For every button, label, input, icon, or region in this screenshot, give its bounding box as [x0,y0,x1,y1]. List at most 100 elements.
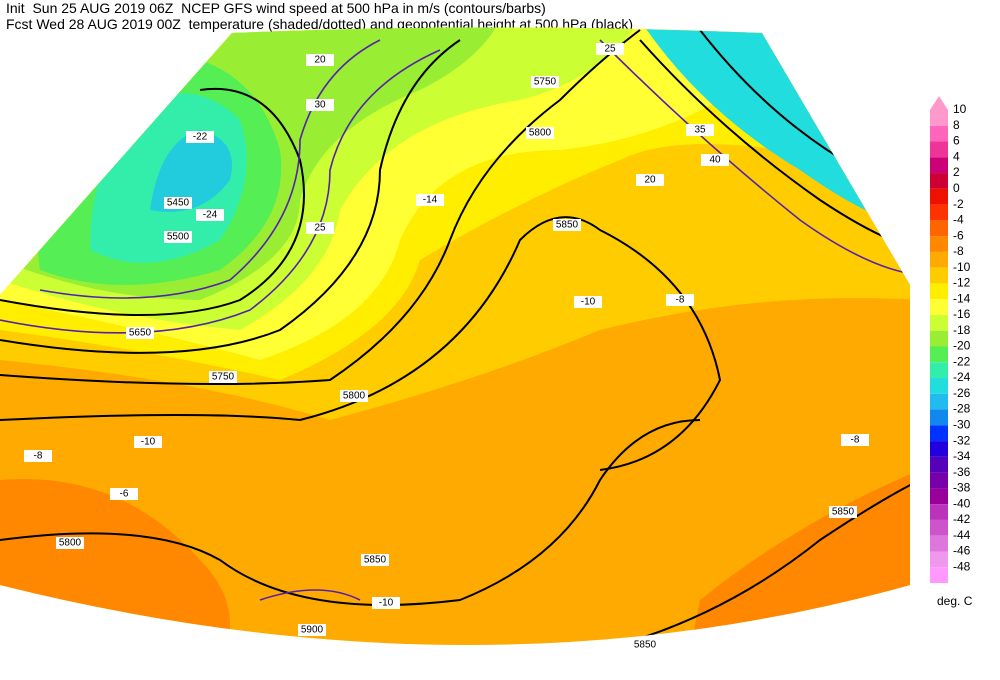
map-label: 5850 [634,640,657,651]
map-label-box [531,76,559,88]
colorbar-label: -32 [953,433,971,447]
colorbar-label: 10 [953,102,967,116]
map-label: -14 [423,195,438,206]
map-label: 5450 [167,198,190,209]
colorbar-swatch [930,141,948,158]
colorbar-label: -16 [953,307,971,321]
colorbar-label: -22 [953,354,971,368]
colorbar-swatch [930,504,948,520]
map-label-box [110,488,138,500]
map-label-box [553,219,581,231]
map-area [0,27,910,645]
colorbar-swatch [930,220,948,237]
colorbar-label: -18 [953,323,971,337]
colorbar-swatch [930,393,948,410]
colorbar: 10 8 64 2 0 -2 -4-6 -8 -10 -12-14 -16 -18 -20-22 -24 -… [930,96,971,583]
colorbar-swatch [930,535,948,552]
colorbar-label: -10 [953,260,971,274]
colorbar-swatch [930,299,948,315]
colorbar-swatch [930,425,948,442]
map-label-box [340,390,368,402]
map-label: 5800 [529,128,552,139]
colorbar-label: -26 [953,386,971,400]
map-label: -10 [581,297,596,308]
header-init: Init Sun 25 AUG 2019 06Z NCEP GFS wind s… [6,0,546,16]
map-label: 5800 [343,391,366,402]
colorbar-label: -40 [953,496,971,510]
map-label-box [164,231,192,243]
colorbar-swatch [930,472,948,489]
colorbar-swatch [930,204,948,221]
map-label: 5900 [301,625,324,636]
map-label: 25 [314,223,326,234]
colorbar-unit: deg. C [937,594,973,608]
map-label: 5850 [832,507,855,518]
map-label-box [186,131,214,143]
map-label-box [526,127,554,139]
colorbar-label: -6 [953,228,964,242]
map-label: 30 [314,100,326,111]
colorbar-swatch [930,283,948,300]
colorbar-label: 8 [953,118,960,132]
colorbar-label: -48 [953,559,971,573]
colorbar-swatch [930,519,948,536]
map-label: 5500 [167,232,190,243]
colorbar-swatch [930,110,948,126]
map-label-box [126,327,154,339]
colorbar-label: -34 [953,449,971,463]
map-label-box [196,209,224,221]
map-label: -6 [120,489,129,500]
map-label: -8 [851,435,860,446]
map-label-box [574,296,602,308]
colorbar-swatch [930,330,948,347]
colorbar-label: -8 [953,244,964,258]
map-label-box [631,639,659,651]
map-label: 5750 [212,372,235,383]
colorbar-swatch [930,378,948,394]
colorbar-label: -46 [953,544,971,558]
colorbar-label: -14 [953,291,971,305]
colorbar-label: -4 [953,213,964,227]
map-label: 25 [604,44,616,55]
map-label-box [372,597,400,609]
map-label-box [636,174,664,186]
colorbar-label: -28 [953,402,971,416]
colorbar-label: -30 [953,418,971,432]
map-label: -8 [34,451,43,462]
map-label: -22 [193,132,208,143]
map-label: 5850 [364,555,387,566]
map-label: -10 [141,437,156,448]
map-label: 20 [314,55,326,66]
map-label-box [298,624,326,636]
colorbar-swatch [930,157,948,174]
map-label-box [701,154,729,166]
map-label: -24 [203,210,218,221]
colorbar-label: -12 [953,276,971,290]
map-label-box [686,124,714,136]
map-label-box [306,99,334,111]
colorbar-label: -24 [953,370,971,384]
map-label-box [666,294,694,306]
colorbar-swatch [930,346,948,363]
map-label-box [306,54,334,66]
map-label: 40 [709,155,721,166]
colorbar-label: -44 [953,528,971,542]
colorbar-swatch [930,314,948,331]
map-label: 20 [644,175,656,186]
map-label-box [164,197,192,209]
map-label-box [829,506,857,518]
colorbar-label: 6 [953,134,960,148]
colorbar-label: -20 [953,339,971,353]
colorbar-swatch [930,567,948,583]
map-labels: 5450 5500 5650 5750 5800 5850 5800 5850 5900 5850… [24,43,869,651]
colorbar-label: -38 [953,481,971,495]
colorbar-swatch [930,251,948,268]
map-label-box [209,371,237,383]
map-label: 5850 [556,220,579,231]
map-label: 5650 [129,328,152,339]
colorbar-swatch [930,267,948,284]
map-label: 35 [694,125,706,136]
colorbar-swatch [930,488,948,505]
colorbar-arrow [930,96,948,110]
